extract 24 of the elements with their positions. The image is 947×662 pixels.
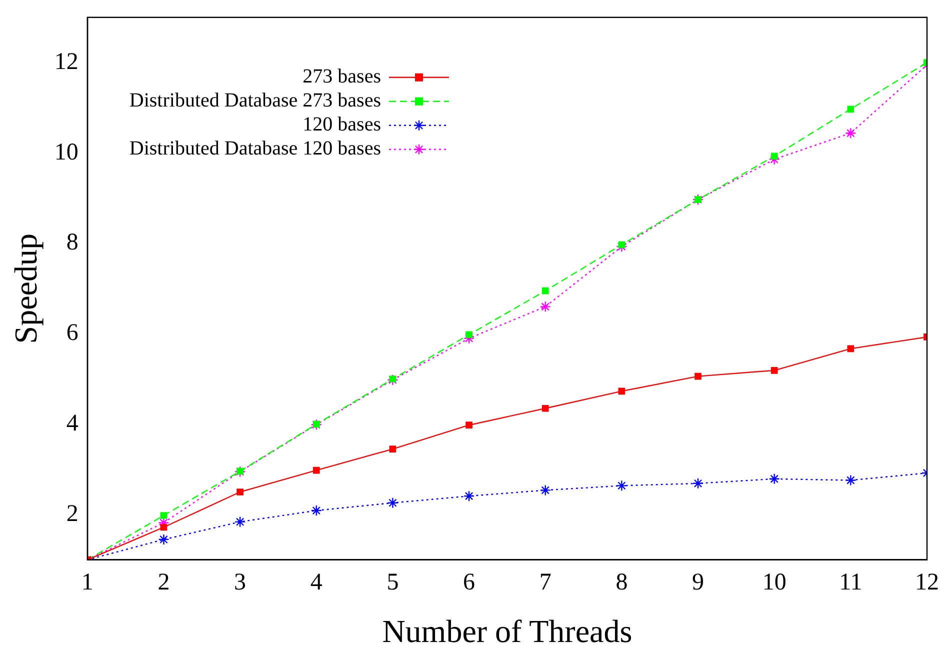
legend-label: 120 bases [302, 114, 382, 136]
legend-label: Distributed Database 120 bases [129, 138, 382, 160]
x-tick-label: 6 [463, 569, 476, 596]
x-tick-label: 7 [539, 569, 552, 596]
y-tick-label: 10 [54, 139, 78, 166]
x-tick-label: 9 [692, 569, 704, 596]
legend-label: Distributed Database 273 bases [129, 90, 382, 112]
x-tick-label: 4 [310, 569, 322, 596]
y-tick-label: 8 [66, 230, 78, 256]
legend-label: 273 bases [302, 66, 382, 88]
x-tick-label: 10 [762, 569, 786, 596]
x-tick-label: 1 [81, 569, 94, 596]
y-tick-label: 12 [54, 48, 78, 75]
x-tick-label: 8 [616, 569, 628, 596]
x-axis-title: Number of Threads [382, 613, 632, 650]
x-tick-label: 12 [915, 569, 939, 596]
x-tick-label: 2 [158, 569, 170, 596]
y-tick-label: 2 [66, 500, 78, 527]
y-axis-title: Speedup [8, 234, 44, 344]
x-tick-label: 5 [386, 569, 399, 596]
x-tick-label: 3 [234, 569, 246, 596]
y-tick-label: 4 [66, 410, 78, 436]
x-tick-label: 11 [839, 569, 862, 596]
y-tick-label: 6 [66, 320, 78, 346]
